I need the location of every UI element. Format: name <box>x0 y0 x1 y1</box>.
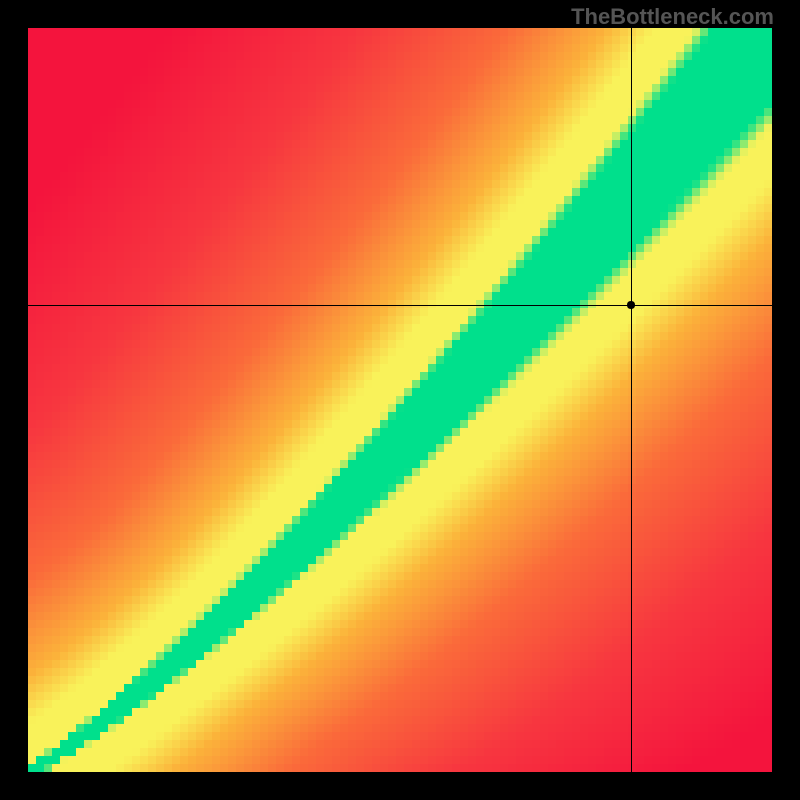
watermark-text: TheBottleneck.com <box>571 4 774 30</box>
bottleneck-heatmap <box>28 28 772 772</box>
chart-container: TheBottleneck.com <box>0 0 800 800</box>
